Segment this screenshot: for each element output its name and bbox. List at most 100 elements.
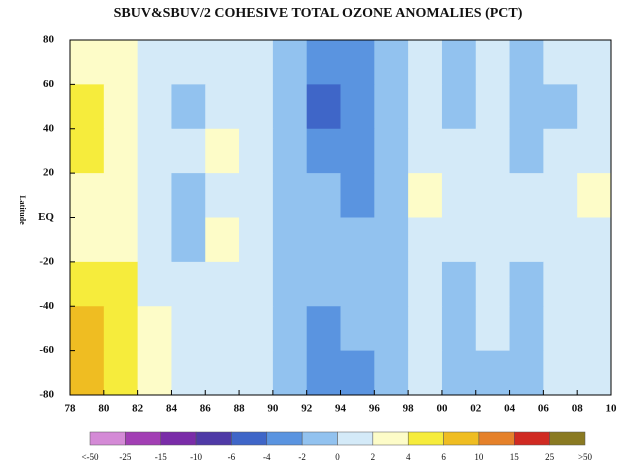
heat-cell: [137, 217, 172, 263]
heat-cell: [441, 40, 477, 85]
colorbar-swatch: [125, 431, 161, 446]
heat-cell: [374, 40, 409, 85]
heat-cell: [441, 217, 477, 263]
x-tick-label: 96: [369, 403, 381, 415]
heat-cell: [441, 173, 477, 218]
heat-cell: [374, 84, 409, 130]
heat-cell: [239, 217, 274, 263]
heat-cell: [408, 128, 443, 174]
colorbar-label: -10: [190, 452, 202, 462]
colorbar-label: 10: [474, 452, 484, 462]
heat-cell: [171, 128, 206, 174]
heat-cell: [577, 306, 612, 352]
heat-cell: [239, 173, 274, 218]
colorbar-swatch: [231, 431, 268, 446]
heat-cell: [171, 173, 206, 218]
colorbar-label: 15: [510, 452, 520, 462]
heat-cell: [577, 261, 612, 307]
y-tick-label: -80: [39, 389, 54, 401]
heat-cell: [137, 128, 172, 174]
heat-cell: [306, 173, 341, 218]
heat-cell: [441, 84, 477, 130]
heat-cell: [577, 84, 612, 130]
heat-cell: [103, 128, 139, 174]
heat-cell: [70, 217, 105, 263]
heat-cell: [441, 128, 477, 174]
colorbar-label: -2: [298, 452, 306, 462]
heat-cell: [509, 350, 544, 396]
heat-cell: [272, 261, 308, 307]
heat-cell: [374, 350, 409, 396]
heat-cell: [509, 173, 544, 218]
heat-cell: [103, 173, 139, 218]
heat-cell: [171, 84, 206, 130]
heat-cell: [171, 306, 206, 352]
colorbar-label: -6: [228, 452, 236, 462]
heat-cell: [475, 217, 511, 263]
heat-cell: [475, 128, 511, 174]
heat-cell: [408, 350, 443, 396]
x-tick-label: 92: [301, 403, 313, 415]
x-tick-label: 02: [470, 403, 482, 415]
colorbar-label: 6: [441, 452, 446, 462]
heat-cell: [272, 306, 308, 352]
heat-cell: [205, 128, 240, 174]
heat-cell: [239, 350, 274, 396]
heat-cell: [239, 128, 274, 174]
x-tick-label: 90: [267, 403, 279, 415]
heat-cell: [205, 217, 240, 263]
heat-cell: [543, 84, 578, 130]
heat-cell: [205, 306, 240, 352]
heat-cell: [272, 217, 308, 263]
heat-cell: [70, 128, 105, 174]
heat-cell: [70, 40, 105, 85]
heat-cell: [306, 40, 341, 85]
heat-cell: [272, 350, 308, 396]
heat-cell: [340, 261, 375, 307]
colorbar-swatch: [266, 431, 303, 446]
heat-cell: [205, 173, 240, 218]
heat-cell: [239, 261, 274, 307]
x-tick-label: 98: [403, 403, 415, 415]
heat-cell: [103, 261, 139, 307]
heat-cell: [137, 350, 172, 396]
heat-cell: [408, 40, 443, 85]
heat-cell: [137, 40, 172, 85]
colorbar-label: -25: [119, 452, 131, 462]
x-tick-label: 04: [504, 403, 516, 415]
heat-cell: [509, 306, 544, 352]
heat-cell: [340, 306, 375, 352]
colorbar-swatch: [549, 431, 586, 446]
heat-cell: [374, 173, 409, 218]
heat-cell: [475, 173, 511, 218]
heat-cell: [441, 306, 477, 352]
y-tick-label: -60: [39, 344, 54, 356]
heat-cell: [543, 173, 578, 218]
heat-cell: [543, 128, 578, 174]
colorbar-label: 0: [335, 452, 340, 462]
heat-cell: [171, 350, 206, 396]
heat-cell: [205, 84, 240, 130]
heat-cell: [137, 261, 172, 307]
heat-cell: [205, 40, 240, 85]
heat-cell: [408, 217, 443, 263]
heat-cell: [374, 306, 409, 352]
heat-cell: [577, 217, 612, 263]
heat-cell: [306, 217, 341, 263]
heat-cell: [205, 350, 240, 396]
heat-cell: [340, 173, 375, 218]
heat-cell: [70, 350, 105, 396]
heat-cell: [103, 306, 139, 352]
heat-cell: [171, 217, 206, 263]
y-tick-label: -20: [39, 255, 54, 267]
heat-cell: [306, 306, 341, 352]
heat-cell: [509, 40, 544, 85]
x-tick-label: 10: [606, 403, 618, 415]
heat-cell: [577, 128, 612, 174]
heat-cell: [577, 173, 612, 218]
heat-cell: [137, 173, 172, 218]
heat-cell: [543, 40, 578, 85]
heat-cell: [577, 350, 612, 396]
x-tick-label: 08: [572, 403, 584, 415]
